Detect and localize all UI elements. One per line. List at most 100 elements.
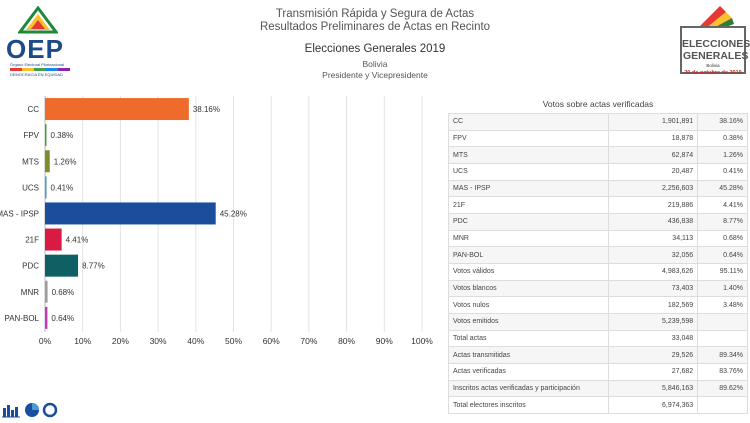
data-label: 0.68% (52, 288, 75, 297)
elecciones-generales-logo: ELECCIONES GENERALES Bolivia 20 de octub… (676, 4, 750, 80)
bar-chart-icon[interactable] (2, 405, 20, 418)
row-percent: 8.77% (697, 213, 748, 231)
row-percent: 89.62% (697, 379, 748, 398)
chart-labels: 0% 10% 20% 30% 40% 50% 60% 70% 80% 90% 100% CC 38.16… (0, 105, 433, 346)
row-label: PDC (448, 213, 609, 231)
chart-bars (45, 98, 216, 329)
row-label: Votos nulos (448, 296, 609, 315)
data-label: 8.77% (82, 262, 105, 271)
bar[interactable] (45, 306, 48, 329)
bar[interactable] (45, 228, 62, 251)
row-count: 73,403 (607, 279, 699, 298)
table-row: MAS - IPSP 2,256,603 45.28% (448, 179, 748, 198)
row-percent: 38.16% (697, 113, 748, 131)
category-label: MAS - IPSP (0, 209, 39, 218)
row-count: 62,874 (607, 146, 699, 165)
table-title: Votos sobre actas verificadas (542, 99, 654, 109)
row-count: 436,838 (607, 213, 699, 231)
row-label: MAS - IPSP (448, 179, 609, 198)
row-percent: 89.34% (697, 346, 748, 365)
row-percent: 1.26% (697, 146, 748, 165)
row-count: 33,048 (607, 329, 699, 348)
category-label: CC (27, 105, 39, 114)
header-title-line1: Transmisión Rápida y Segura de Actas (275, 8, 475, 20)
pie-chart-icon[interactable] (25, 403, 39, 417)
row-count: 1,901,891 (607, 113, 699, 131)
table-row: MTS 62,874 1.26% (448, 146, 748, 165)
row-label: Inscritos actas verificadas y participac… (448, 379, 609, 398)
row-count: 219,886 (607, 196, 699, 215)
row-percent: 0.68% (697, 229, 748, 248)
x-tick-label: 0% (39, 336, 52, 346)
bar[interactable] (45, 254, 79, 277)
row-label: MTS (448, 146, 609, 165)
row-label: UCS (448, 163, 609, 181)
badge-frame (680, 26, 746, 74)
bar[interactable] (45, 150, 50, 173)
row-label: Actas transmitidas (448, 346, 609, 365)
table-row: Actas verificadas 27,682 83.76% (448, 363, 748, 381)
row-label: Votos blancos (448, 279, 609, 298)
bar[interactable] (45, 176, 47, 199)
data-label: 4.41% (66, 236, 89, 245)
x-tick-label: 40% (187, 336, 204, 346)
x-tick-label: 80% (338, 336, 355, 346)
badge-line2: GENERALES (683, 50, 749, 62)
x-tick-label: 30% (150, 336, 167, 346)
bar[interactable] (45, 202, 216, 225)
row-count: 29,526 (607, 346, 699, 365)
oep-logo: OEP Órgano Electoral Plurinacional DEMOC… (4, 4, 74, 77)
table-row: Votos blancos 73,403 1.40% (448, 279, 748, 298)
row-count: 32,056 (607, 246, 699, 265)
row-label: FPV (448, 129, 609, 148)
oep-tagline: DEMOCRACIA EN EQUIDAD (10, 72, 63, 77)
row-percent: 95.11% (697, 263, 748, 281)
row-count: 4,983,626 (607, 263, 699, 281)
x-tick-label: 100% (411, 336, 433, 346)
table-row: CC 1,901,891 38.16% (448, 113, 748, 131)
row-percent: 0.41% (697, 163, 748, 181)
row-percent (697, 313, 748, 331)
row-count: 182,569 (607, 296, 699, 315)
table-row: PDC 436,838 8.77% (448, 213, 748, 231)
table-row: 21F 219,886 4.41% (448, 196, 748, 215)
page-header: Transmisión Rápida y Segura de Actas Res… (200, 8, 550, 80)
office-name: Presidente y Vicepresidente (322, 70, 428, 80)
results-bar-chart: 0% 10% 20% 30% 40% 50% 60% 70% 80% 90% 100% CC 38.16… (0, 96, 433, 346)
category-label: PDC (22, 262, 39, 271)
row-label: Votos válidos (448, 263, 609, 281)
results-table: CC 1,901,891 38.16% FPV 18,878 0.38% MTS 62,874… (448, 113, 748, 415)
badge-date: 20 de octubre de 2019 (684, 70, 742, 76)
category-label: PAN-BOL (4, 314, 39, 323)
country-name: Bolivia (362, 59, 388, 69)
row-label: Actas verificadas (448, 363, 609, 381)
row-label: PAN-BOL (448, 246, 609, 265)
table-row: Actas transmitidas 29,526 89.34% (448, 346, 748, 365)
data-label: 1.26% (54, 157, 77, 166)
row-label: CC (448, 113, 609, 131)
table-row: Total actas 33,048 (448, 329, 748, 348)
data-label: 0.41% (51, 183, 74, 192)
bar[interactable] (45, 280, 48, 303)
x-tick-label: 20% (112, 336, 129, 346)
row-count: 18,878 (607, 129, 699, 148)
badge-line1: ELECCIONES (682, 38, 750, 50)
table-row: Inscritos actas verificadas y participac… (448, 379, 748, 398)
donut-chart-icon[interactable] (42, 402, 58, 418)
category-label: MNR (21, 288, 39, 297)
table-row: Total electores inscritos 6,974,363 (448, 396, 748, 415)
row-percent: 45.28% (697, 179, 748, 198)
oep-color-strip (10, 68, 70, 71)
bar[interactable] (45, 124, 47, 147)
x-tick-label: 70% (300, 336, 317, 346)
table-row: Votos nulos 182,569 3.48% (448, 296, 748, 315)
table-row: Votos emitidos 5,239,598 (448, 313, 748, 331)
row-percent (697, 329, 748, 348)
row-count: 27,682 (607, 363, 699, 381)
bar[interactable] (45, 98, 189, 121)
category-label: FPV (23, 131, 39, 140)
row-count: 20,487 (607, 163, 699, 181)
row-percent (697, 396, 748, 415)
category-label: MTS (22, 157, 39, 166)
data-label: 45.28% (220, 209, 247, 218)
